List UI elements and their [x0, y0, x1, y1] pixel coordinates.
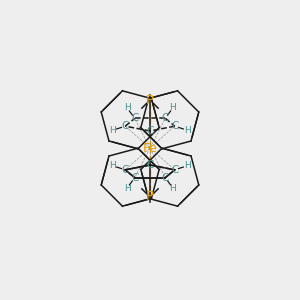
Text: H: H — [184, 126, 190, 135]
Text: C: C — [122, 165, 129, 175]
Text: H: H — [184, 161, 190, 170]
Text: P: P — [146, 190, 154, 203]
Text: C: C — [131, 173, 138, 183]
Text: C: C — [131, 113, 138, 123]
Text: C: C — [146, 160, 154, 170]
Text: P: P — [146, 94, 154, 106]
Text: H: H — [110, 126, 116, 135]
Text: H: H — [169, 184, 176, 193]
Text: H: H — [124, 184, 130, 193]
Text: H: H — [110, 161, 116, 170]
Text: C: C — [162, 113, 169, 123]
Text: Fe: Fe — [142, 142, 158, 154]
Text: C: C — [162, 173, 169, 183]
Text: C: C — [171, 165, 178, 175]
Text: C: C — [146, 126, 154, 136]
Text: H: H — [124, 103, 130, 112]
Text: C: C — [171, 121, 178, 131]
Text: C: C — [122, 121, 129, 131]
Text: H: H — [169, 103, 176, 112]
